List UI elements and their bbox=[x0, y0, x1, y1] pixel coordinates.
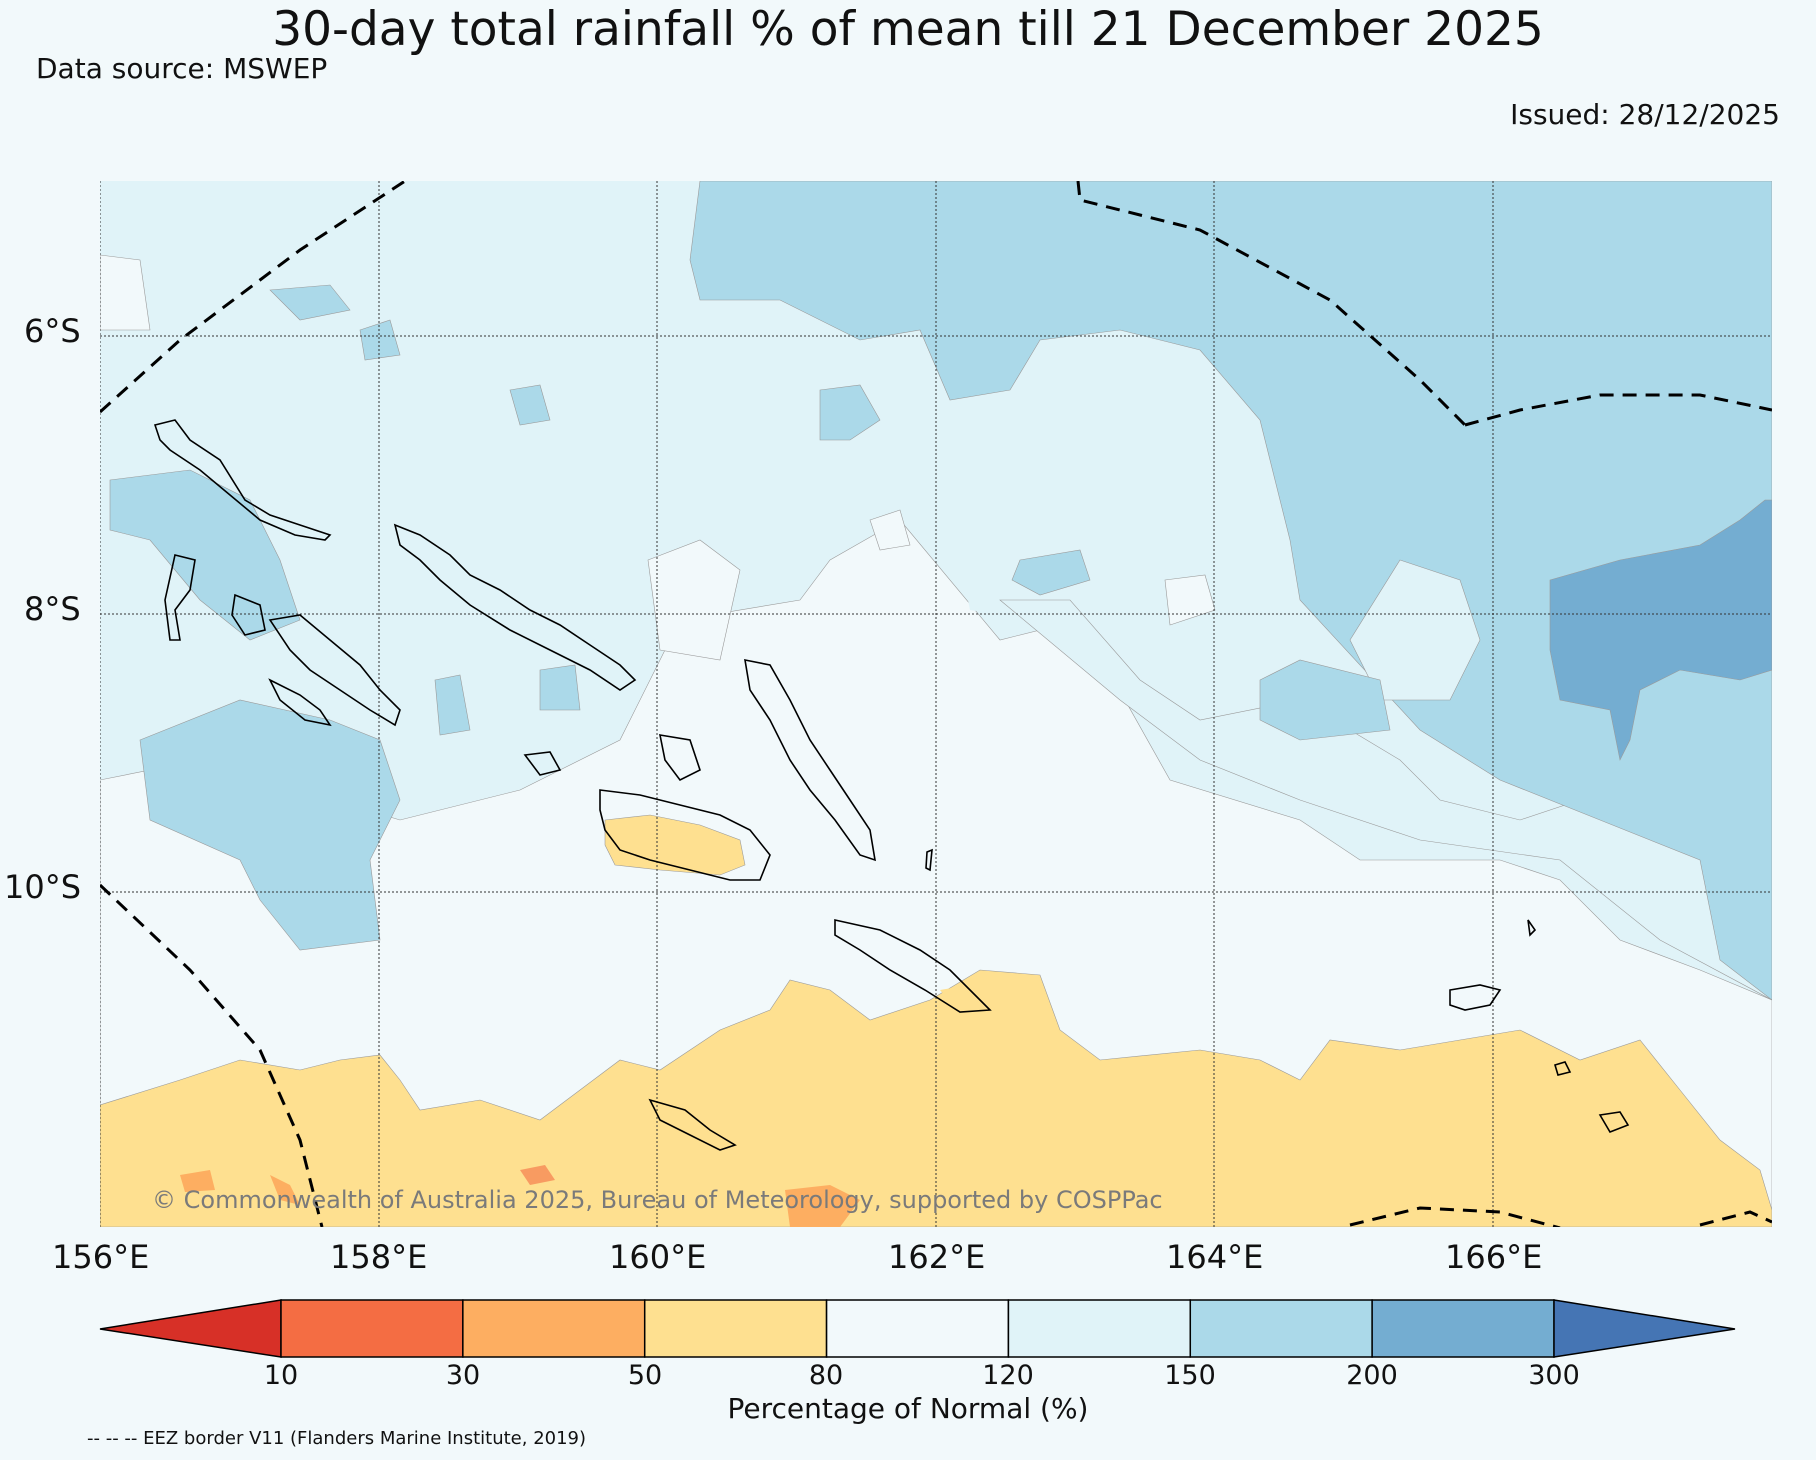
colorbar-segment-4 bbox=[825, 1299, 1010, 1358]
lon-label-166e: 166°E bbox=[1445, 1238, 1543, 1276]
rain-zone-150-200-small-3 bbox=[1011, 549, 1091, 596]
island-makira bbox=[834, 919, 992, 1013]
rain-zone-150-200-small-6 bbox=[269, 284, 351, 321]
colorbar-tick-300: 300 bbox=[1528, 1360, 1580, 1391]
map-area bbox=[100, 181, 1772, 1227]
lon-label-162e: 162°E bbox=[888, 1238, 986, 1276]
colorbar-extend-low bbox=[99, 1299, 282, 1358]
eez-png-border bbox=[100, 181, 406, 414]
island-new-georgia bbox=[268, 614, 401, 727]
rain-zone-150-200-southwest bbox=[139, 699, 401, 951]
island-malaita bbox=[744, 658, 877, 862]
colorbar-tick-10: 10 bbox=[263, 1360, 299, 1391]
island-duff bbox=[1527, 919, 1537, 937]
island-vella-lavella bbox=[164, 554, 196, 641]
colorbar bbox=[99, 1299, 1736, 1358]
rain-zone-10-30-patch bbox=[520, 1165, 555, 1185]
colorbar-label: Percentage of Normal (%) bbox=[727, 1392, 1089, 1425]
colorbar-tick-80: 80 bbox=[808, 1360, 844, 1391]
island-vanikoro bbox=[1598, 1111, 1630, 1133]
rain-zone-120-150-island bbox=[1349, 559, 1481, 701]
colorbar-segment-7 bbox=[1371, 1299, 1555, 1358]
rain-zone-150-200-small-5 bbox=[434, 674, 471, 736]
lon-label-158e: 158°E bbox=[330, 1238, 428, 1276]
colorbar-extend-high bbox=[1553, 1299, 1736, 1358]
coastlines bbox=[153, 419, 1630, 1151]
colorbar-segments bbox=[280, 1299, 1555, 1358]
island-choiseul bbox=[153, 419, 332, 541]
graticule bbox=[100, 181, 1772, 1227]
map-title: 30-day total rainfall % of mean till 21 … bbox=[272, 2, 1544, 57]
rain-zone-150-200-small-2 bbox=[819, 384, 881, 441]
colorbar-segment-3 bbox=[643, 1299, 828, 1358]
eez-tuvalu-border bbox=[1464, 393, 1772, 427]
rain-zone-50-80-small bbox=[940, 985, 975, 1002]
lat-label-6s: 6°S bbox=[24, 312, 81, 350]
island-santa-cruz bbox=[1449, 984, 1502, 1011]
eez-legend-note: -- -- -- EEZ border V11 (Flanders Marine… bbox=[87, 1428, 587, 1449]
rain-zone-150-200-small bbox=[509, 384, 551, 426]
rain-zone-200-300 bbox=[1549, 499, 1772, 761]
rain-zone-150-200-small-7 bbox=[359, 319, 401, 361]
island-ulawa bbox=[925, 848, 933, 872]
colorbar-segment-5 bbox=[1007, 1299, 1192, 1358]
rain-zone-150-200-small-4 bbox=[539, 664, 581, 711]
colorbar-segment-1 bbox=[280, 1299, 464, 1358]
issued-date: Issued: 28/12/2025 bbox=[1510, 98, 1780, 131]
lat-label-10s: 10°S bbox=[4, 868, 82, 906]
colorbar-tick-120: 120 bbox=[982, 1360, 1034, 1391]
rain-zone-80-120-patch-4 bbox=[100, 254, 151, 331]
rain-zone-150-200-west bbox=[109, 469, 301, 641]
colorbar-tick-30: 30 bbox=[445, 1360, 481, 1391]
rain-zone-80-120-patch-2 bbox=[1164, 574, 1216, 626]
island-santa-isabel bbox=[393, 523, 637, 691]
island-kolombangara bbox=[231, 593, 266, 636]
lon-label-164e: 164°E bbox=[1166, 1238, 1264, 1276]
island-utupua bbox=[1554, 1061, 1572, 1076]
eez-vanuatu-border bbox=[1349, 1206, 1561, 1227]
rain-zone-30-50-patch-2 bbox=[270, 1175, 300, 1205]
colorbar-tick-150: 150 bbox=[1164, 1360, 1216, 1391]
rain-zone-30-50-patch-3 bbox=[785, 1185, 860, 1227]
data-source: Data source: MSWEP bbox=[36, 52, 328, 85]
lon-label-156e: 156°E bbox=[52, 1238, 150, 1276]
lon-label-160e: 160°E bbox=[609, 1238, 707, 1276]
eez-nauru-border bbox=[1076, 181, 1467, 427]
colorbar-segment-6 bbox=[1189, 1299, 1373, 1358]
rain-zone-150-200-north bbox=[689, 181, 1772, 1001]
copyright-notice: © Commonwealth of Australia 2025, Bureau… bbox=[152, 1186, 1163, 1214]
rain-zone-80-120-patch-3 bbox=[869, 509, 911, 551]
rain-zone-150-200-patch bbox=[1259, 659, 1391, 741]
colorbar-tick-200: 200 bbox=[1346, 1360, 1398, 1391]
rain-zone-80-120-patch bbox=[647, 539, 741, 661]
island-rennell bbox=[648, 1098, 737, 1151]
island-nggela bbox=[658, 734, 701, 782]
eez-borders bbox=[100, 181, 1772, 1227]
island-russell bbox=[523, 751, 562, 776]
eez-fiji-border bbox=[1699, 1210, 1772, 1227]
colorbar-tick-50: 50 bbox=[627, 1360, 663, 1391]
rain-zone-50-80-island bbox=[604, 814, 746, 876]
island-vangunu bbox=[268, 678, 332, 727]
rain-zone-30-50-patch bbox=[180, 1170, 215, 1192]
lat-label-8s: 8°S bbox=[24, 590, 81, 628]
colorbar-segment-2 bbox=[462, 1299, 646, 1358]
island-guadalcanal bbox=[599, 789, 771, 881]
eez-australia-border bbox=[100, 883, 324, 1227]
